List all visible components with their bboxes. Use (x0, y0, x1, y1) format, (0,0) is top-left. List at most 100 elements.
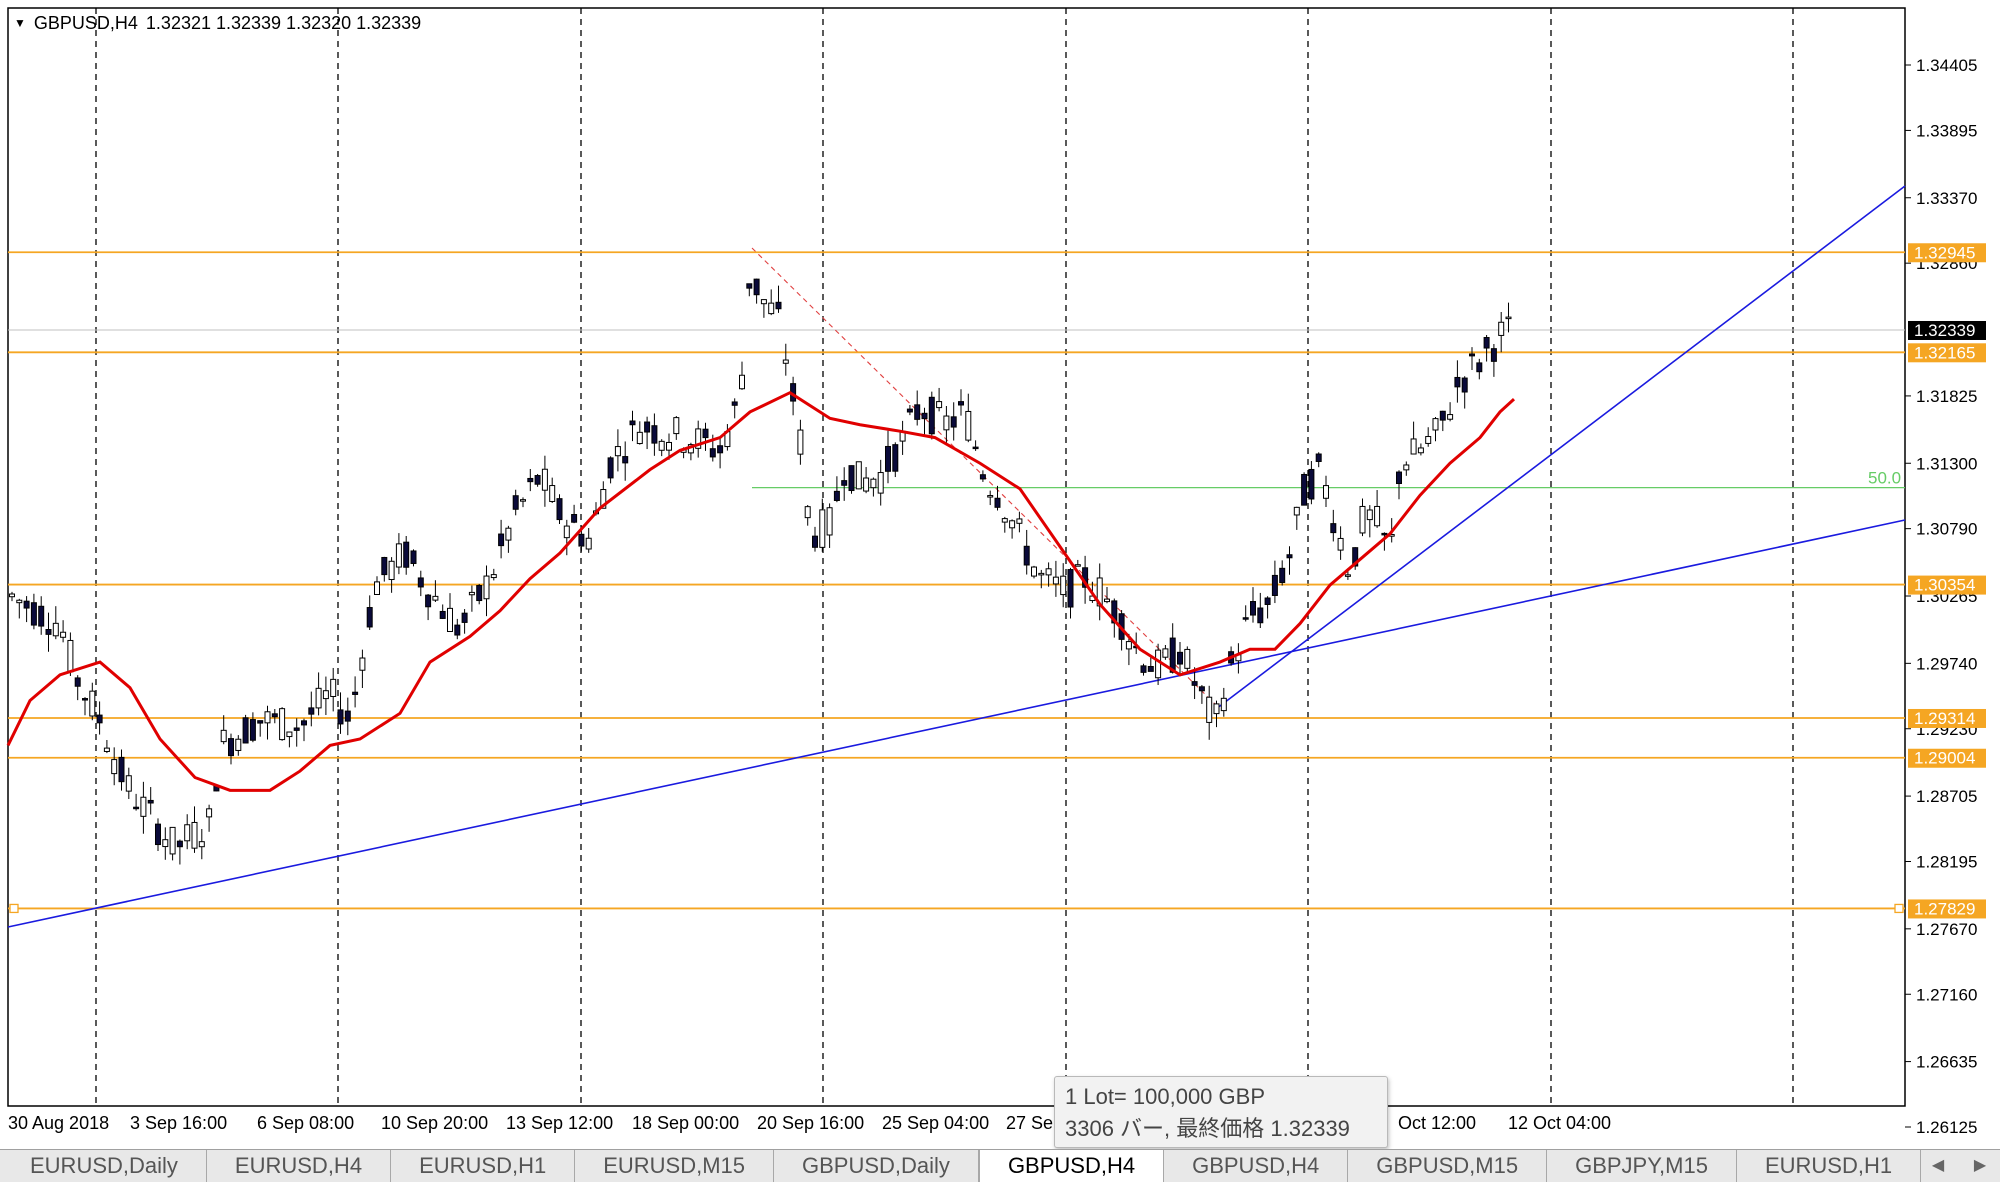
tab-eurusd-h1-2[interactable]: EURUSD,H1 (1737, 1150, 1922, 1182)
candle-body (96, 714, 103, 724)
candle-body (527, 477, 534, 483)
candle-body (1177, 651, 1183, 665)
time-tick-label: 27 Se (1006, 1113, 1053, 1133)
candle-body (476, 585, 483, 602)
candle-body (439, 610, 446, 619)
candle-body (38, 605, 45, 627)
candle-body (279, 708, 286, 741)
candle-body (695, 428, 702, 449)
candle-body (417, 577, 424, 588)
candle-body (622, 456, 629, 464)
candle-body (490, 574, 497, 579)
candle-body (906, 408, 913, 413)
candle-body (1293, 506, 1300, 516)
tab-gbpusd-h4-active[interactable]: GBPUSD,H4 (978, 1150, 1165, 1182)
fibo-level-label: 50.0 (1868, 469, 1901, 488)
candle-body (381, 556, 388, 576)
tab-eurusd-m15[interactable]: EURUSD,M15 (575, 1150, 775, 1182)
candle-body (987, 495, 994, 498)
candle-body (1271, 574, 1278, 596)
candle-body (9, 593, 15, 598)
candle-body (541, 468, 548, 491)
tab-gbpusd-m15[interactable]: GBPUSD,M15 (1348, 1150, 1548, 1182)
candle-body (717, 445, 724, 454)
candle-body (147, 799, 154, 804)
level-price-box (1908, 575, 1986, 595)
price-tick-label: 1.26125 (1916, 1118, 1977, 1137)
candle-body (301, 720, 307, 726)
candle-body (286, 731, 293, 738)
level-anchor-left (9, 903, 19, 914)
candle-body (374, 581, 380, 595)
candle-body (1301, 473, 1308, 506)
tab-gbpusd-h4[interactable]: GBPUSD,H4 (1164, 1150, 1349, 1182)
tab-eurusd-daily[interactable]: EURUSD,Daily (0, 1150, 207, 1182)
candle-body (1286, 554, 1293, 559)
candle-body (1381, 532, 1388, 536)
price-tick-label: 1.31825 (1916, 387, 1977, 406)
tab-scroll-left-icon[interactable]: ◀ (1931, 1157, 1945, 1174)
candle-body (1447, 414, 1454, 420)
trendline-long (7, 519, 1906, 928)
candle-body (914, 404, 921, 420)
candle-body (1111, 600, 1118, 624)
candle-body (578, 533, 585, 547)
candle-body (1206, 696, 1213, 723)
candle-body (403, 541, 410, 568)
candle-body (979, 474, 986, 480)
tab-label: GBPUSD,H4 (1192, 1153, 1320, 1178)
tab-gbpjpy-m15[interactable]: GBPJPY,M15 (1547, 1150, 1737, 1182)
candle-body (1366, 509, 1373, 521)
candle-body (1323, 485, 1329, 499)
tab-label: EURUSD,M15 (603, 1153, 746, 1178)
candle-body (432, 595, 439, 601)
candle-body (308, 707, 315, 715)
tab-eurusd-h4[interactable]: EURUSD,H4 (207, 1150, 392, 1182)
dropdown-triangle-icon[interactable]: ▼ (14, 16, 26, 30)
candle-body (666, 441, 672, 451)
chart-symbol: GBPUSD,H4 (33, 12, 138, 33)
level-price-box (1908, 343, 1986, 363)
tab-scroll-right-icon[interactable]: ▶ (1973, 1157, 1987, 1174)
time-tick-label: 6 Sep 08:00 (257, 1113, 354, 1133)
candle-body (235, 738, 242, 751)
candle-body (958, 401, 964, 406)
candle-body (746, 283, 753, 289)
chart-header: ▼ GBPUSD,H4 1.32321 1.32339 1.32320 1.32… (14, 10, 421, 36)
candle-body (644, 421, 651, 433)
candle-body (1315, 453, 1322, 462)
level-price-label: 1.32945 (1914, 243, 1975, 262)
candle-body (760, 299, 767, 305)
candle-body (812, 535, 818, 548)
plot-frame (7, 7, 1906, 1107)
candle-body (23, 600, 30, 609)
candle-body (315, 687, 322, 709)
candle-body (483, 575, 490, 600)
candle-body (885, 445, 891, 472)
candle-body (1308, 468, 1315, 500)
candle-body (863, 477, 870, 492)
candle-body (1147, 665, 1154, 672)
candle-body (651, 425, 658, 444)
candle-body (103, 747, 110, 752)
level-price-label: 1.30354 (1914, 576, 1975, 595)
candle-body (819, 509, 826, 548)
candle-body (395, 543, 402, 568)
tab-label: GBPUSD,Daily (802, 1153, 950, 1178)
price-tick-label: 1.27160 (1916, 985, 1977, 1004)
candle-body (658, 440, 665, 451)
candle-body (1352, 547, 1359, 567)
tab-eurusd-h1[interactable]: EURUSD,H1 (391, 1150, 576, 1182)
candle-body (1257, 607, 1264, 624)
tab-gbpusd-daily[interactable]: GBPUSD,Daily (774, 1150, 979, 1182)
candle-body (804, 506, 811, 519)
candle-body (1104, 598, 1110, 603)
candle-body (1498, 321, 1505, 336)
candle-body (1505, 316, 1512, 320)
candle-body (950, 416, 957, 428)
trendline-short (1215, 185, 1906, 710)
price-tick-label: 1.33895 (1916, 121, 1977, 140)
candle-body (892, 444, 899, 472)
price-tick-label: 1.33370 (1916, 189, 1977, 208)
